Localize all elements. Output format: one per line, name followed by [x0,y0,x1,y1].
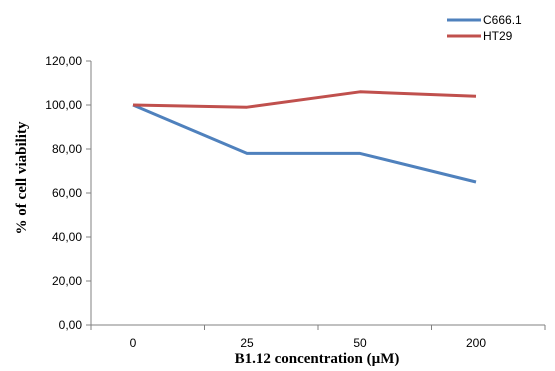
x-tick-label: 0 [130,336,137,350]
y-tick-label: 40,00 [52,230,82,244]
legend-label: HT29 [483,29,513,43]
series-line-c666-1 [132,103,477,184]
x-tick-label: 25 [240,336,254,350]
y-tick-label: 60,00 [52,186,82,200]
y-tick-label: 100,00 [45,98,82,112]
axes [86,60,546,330]
y-tick-labels: 0,00 20,00 40,00 60,00 80,00 100,00 120,00 [45,54,82,332]
y-tick-label: 0,00 [59,318,83,332]
y-axis-title: % of cell viability [14,121,30,234]
x-tick-label: 50 [353,336,367,350]
series-lines [132,90,477,184]
y-tick-label: 80,00 [52,142,82,156]
legend: C666.1 HT29 [447,13,522,43]
y-tick-label: 20,00 [52,274,82,288]
x-tick-label: 200 [466,336,486,350]
x-axis-title: B1.12 concentration (µM) [235,351,400,367]
series-line-ht29 [132,90,477,109]
y-tick-label: 120,00 [45,54,82,68]
legend-label: C666.1 [483,13,522,27]
x-tick-labels: 0 25 50 200 [130,336,487,350]
